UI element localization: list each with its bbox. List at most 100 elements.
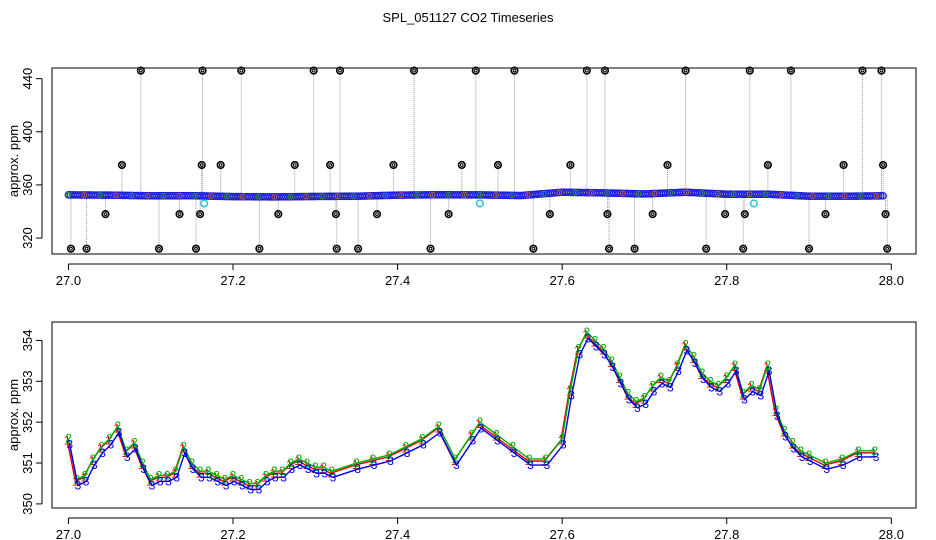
spike-point-inner <box>860 68 865 73</box>
baseline-accent-point <box>540 190 547 197</box>
spike-point <box>372 210 382 219</box>
baseline-accent-point <box>556 189 563 196</box>
spike-point <box>630 244 639 253</box>
spike-point-inner <box>311 68 316 73</box>
baseline-accent-point <box>445 191 452 198</box>
spike-point <box>290 160 299 170</box>
spike-point <box>389 160 398 170</box>
series-point-label: 2 <box>723 370 730 384</box>
series-point-label: 2 <box>509 440 516 454</box>
series-point-label: 2 <box>526 452 533 466</box>
spike-point <box>309 66 318 75</box>
x-tick-label: 27.0 <box>56 527 81 540</box>
series-point-label: 3 <box>182 446 189 460</box>
series-point-label: 2 <box>90 452 97 466</box>
series-point-label: 3 <box>149 479 156 493</box>
series-point-label: 2 <box>139 456 146 470</box>
series-point-label: 2 <box>164 468 171 482</box>
series-point-label: 2 <box>65 432 72 446</box>
series-point-label: 3 <box>634 401 641 415</box>
series-point-label: 3 <box>478 421 485 435</box>
spike-point-inner <box>496 163 500 167</box>
series-point-label: 2 <box>839 452 846 466</box>
series-point-label: 2 <box>114 419 121 433</box>
series-point-label: 2 <box>246 476 253 490</box>
spike-point-inner <box>412 68 416 73</box>
baseline-accent-point <box>635 190 642 197</box>
series-point-label: 2 <box>756 382 763 396</box>
series-point-label: 3 <box>404 446 411 460</box>
spike-point-inner <box>741 246 746 251</box>
series-point-label: 2 <box>370 452 377 466</box>
baseline-accent-point <box>841 193 848 200</box>
series-point-label: 3 <box>264 474 271 488</box>
spike-point-inner <box>333 212 338 217</box>
series-point-label: 1 <box>80 470 87 484</box>
x-tick-label: 27.8 <box>714 527 739 540</box>
baseline-accent-point <box>113 192 119 199</box>
series-point-label: 1 <box>253 479 260 493</box>
series-point-label: 1 <box>220 474 227 488</box>
spike-point <box>604 244 614 253</box>
spike-point-inner <box>459 163 464 167</box>
series-point-label: 2 <box>312 460 319 474</box>
spike-point-inner <box>334 246 339 251</box>
series-point-label: 3 <box>206 470 213 484</box>
series-point-label: 3 <box>758 389 765 403</box>
spike-point <box>881 210 890 219</box>
baseline-accent-point <box>667 189 674 196</box>
spike-point <box>745 66 754 75</box>
series-point-label: 3 <box>239 479 246 493</box>
series-point-label: 1 <box>665 376 672 390</box>
series-point-label: 3 <box>91 458 98 472</box>
series-point-label: 3 <box>807 454 814 468</box>
spike-point <box>600 66 610 75</box>
spike-point <box>493 160 503 170</box>
series-point-label: 2 <box>279 464 286 478</box>
series-point-label: 1 <box>401 442 408 456</box>
spike-point <box>877 66 886 75</box>
spike-point <box>117 160 127 170</box>
spike-point <box>786 66 796 75</box>
spike-point-inner <box>823 212 828 217</box>
panel-bottom-ylabel: approx. ppm <box>6 379 21 451</box>
spike-point <box>529 244 538 253</box>
spike-point-inner <box>239 68 244 73</box>
series-point-label: 3 <box>494 434 501 448</box>
series-point-label: 2 <box>238 472 245 486</box>
series-point-label: 3 <box>766 364 773 378</box>
spike-point <box>136 66 145 75</box>
series-point-label: 2 <box>559 432 566 446</box>
spike-point-inner <box>683 68 688 73</box>
series-point-label: 2 <box>806 448 813 462</box>
y-tick-label: 360 <box>20 174 35 196</box>
spike-point-inner <box>841 163 846 167</box>
series-point-label: 2 <box>715 378 722 392</box>
series-point-label: 2 <box>386 448 393 462</box>
spike-point-inner <box>607 246 611 251</box>
series-point-label: 2 <box>296 452 303 466</box>
panel-top-axes: 27.0 27.2 27.4 27.6 27.8 28.0 320 360 400 440 <box>20 68 904 288</box>
series-point-label: 2 <box>625 387 632 401</box>
baseline-accent-point <box>524 192 531 198</box>
series-point-label: 2 <box>674 358 681 372</box>
series-point-label: 3 <box>157 474 164 488</box>
series-point-label: 2 <box>287 456 294 470</box>
spike-point-inner <box>391 163 396 167</box>
series-line-3 <box>69 337 877 491</box>
series-point-label: 1 <box>278 466 285 480</box>
baseline-accent-point <box>762 191 769 198</box>
baseline-accent-point <box>81 192 88 198</box>
spike-point <box>426 244 435 253</box>
x-tick-label: 28.0 <box>879 273 904 288</box>
series-point-label: 2 <box>690 350 697 364</box>
series-point-label: 1 <box>434 421 441 435</box>
series-point-label: 1 <box>154 470 161 484</box>
series-point-label: 1 <box>368 454 375 468</box>
series-point-label: 1 <box>739 389 746 403</box>
spike-point <box>510 66 519 75</box>
spike-point-inner <box>747 68 752 73</box>
spike-point-inner <box>742 212 747 217</box>
spike-point-inner <box>120 163 124 167</box>
